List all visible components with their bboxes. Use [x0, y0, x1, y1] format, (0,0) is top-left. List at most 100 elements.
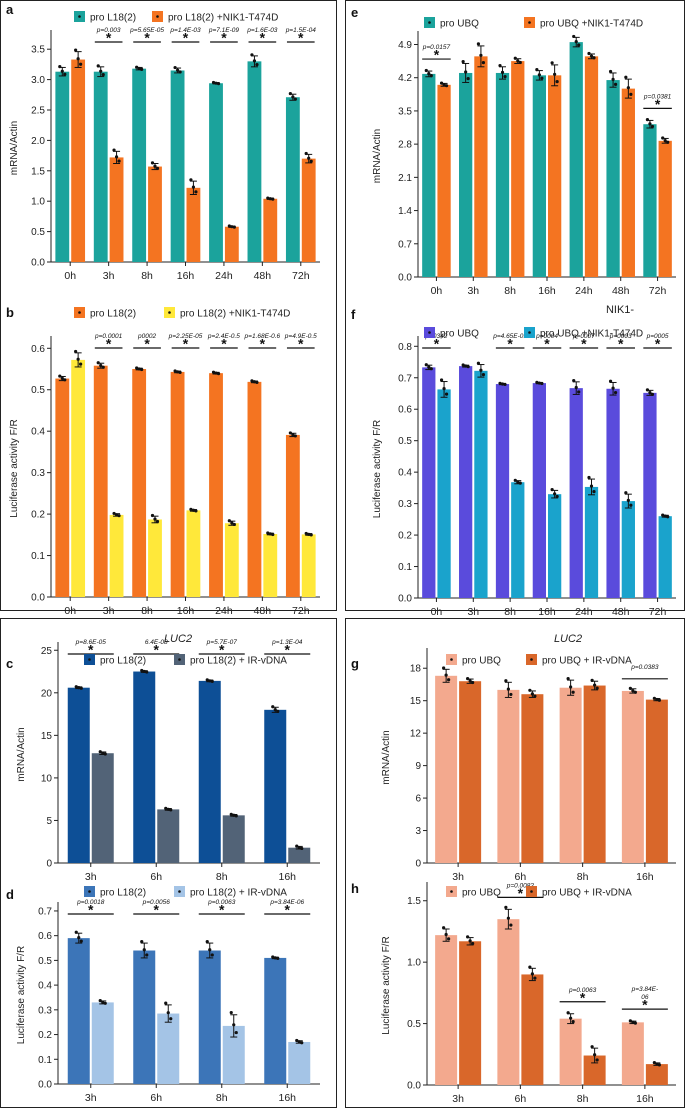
data-point-b — [96, 361, 100, 365]
data-point-e — [572, 34, 576, 39]
bar-g-1-2 — [583, 685, 606, 863]
x-tick-label-e: 16h — [538, 285, 556, 297]
data-point-h — [569, 1016, 573, 1020]
data-point-a — [227, 224, 231, 228]
data-point-d — [164, 1001, 168, 1005]
sig-star-c: * — [154, 642, 160, 658]
panel-label-d: d — [6, 887, 14, 902]
data-point-c — [98, 750, 102, 754]
sig-pvalue-f: p=0007 — [572, 333, 595, 340]
y-tick-label-a: 2.5 — [31, 106, 45, 117]
sig-star-a: * — [106, 30, 112, 46]
bar-a-1-5 — [263, 198, 278, 262]
sig-pvalue-c: p=8.6E-05 — [75, 639, 107, 646]
y-tick-label-b: 0.1 — [31, 551, 45, 562]
data-point-e — [500, 70, 505, 74]
data-point-b — [155, 519, 160, 524]
data-point-b — [137, 367, 141, 371]
data-point-b — [271, 532, 275, 537]
panel-label-g: g — [351, 656, 359, 671]
data-point-f — [555, 494, 559, 499]
bar-c-0-0 — [67, 687, 90, 863]
data-point-b — [227, 519, 231, 523]
x-tick-label-f: 48h — [612, 606, 630, 618]
data-point-f — [587, 475, 591, 480]
y-tick-label-e: 2.1 — [398, 173, 412, 184]
y-tick-label-d: 0.2 — [38, 1030, 52, 1041]
data-point-e — [503, 75, 507, 79]
data-point-g — [528, 688, 532, 692]
data-point-h — [533, 976, 537, 980]
x-tick-label-a: 8h — [141, 270, 153, 282]
x-tick-label-e: 8h — [504, 285, 516, 297]
data-point-a — [79, 62, 83, 66]
y-tick-label-f: 0.5 — [398, 436, 412, 447]
y-tick-label-d: 0.6 — [38, 931, 52, 942]
x-tick-label-e: 48h — [612, 285, 630, 297]
sig-pvalue-c: 6.4E-08 — [145, 639, 168, 646]
data-point-h — [633, 1021, 637, 1025]
x-tick-label-e: 24h — [575, 285, 593, 297]
data-point-c — [79, 686, 83, 690]
x-tick-label-b: 8h — [141, 605, 153, 617]
data-point-h — [657, 1063, 661, 1067]
data-point-e — [608, 69, 613, 74]
data-point-d — [276, 956, 280, 960]
frame-top-left — [0, 0, 337, 611]
data-point-f — [572, 378, 576, 383]
y-tick-label-e: 4.2 — [398, 73, 412, 84]
bar-a-0-4 — [209, 83, 223, 262]
data-point-c — [142, 669, 146, 674]
data-point-b — [194, 509, 198, 513]
data-point-f — [464, 364, 468, 368]
y-tick-label-e: 2.8 — [398, 140, 412, 151]
y-tick-label-f: 0.1 — [398, 562, 412, 573]
bar-b-0-3 — [170, 371, 185, 597]
data-point-b — [232, 522, 236, 527]
x-tick-label-a: 48h — [254, 270, 272, 282]
data-point-e — [661, 136, 665, 140]
sig-star-a: * — [221, 30, 227, 46]
legend-dot-e — [528, 21, 531, 24]
data-point-b — [79, 362, 83, 366]
y-tick-label-c: 15 — [41, 731, 53, 742]
y-tick-label-f: 0.7 — [398, 373, 412, 384]
bar-f-0-5 — [606, 388, 620, 598]
bar-h-1-3 — [645, 1064, 668, 1085]
data-point-g — [593, 683, 597, 687]
x-tick-label-b: 72h — [292, 605, 310, 617]
legend-dot-f — [428, 331, 431, 334]
bar-f-1-6 — [658, 516, 672, 598]
data-point-e — [439, 81, 444, 85]
data-point-e — [626, 86, 630, 90]
x-tick-label-d: 8h — [216, 1092, 228, 1104]
y-tick-label-a: 0.0 — [31, 258, 45, 269]
data-point-e — [613, 82, 618, 86]
data-point-f — [424, 363, 428, 367]
bar-c-1-3 — [288, 847, 311, 863]
data-point-a — [58, 64, 62, 69]
x-tick-label-f: 24h — [575, 606, 593, 618]
y-tick-label-f: 0.8 — [398, 342, 412, 353]
x-tick-label-a: 3h — [103, 270, 115, 282]
sig-star-d: * — [154, 902, 160, 918]
x-tick-label-a: 16h — [177, 270, 195, 282]
data-point-f — [516, 480, 520, 484]
bar-a-1-6 — [301, 158, 316, 262]
sig-star-a: * — [260, 30, 266, 46]
bar-d-0-3 — [264, 957, 287, 1084]
x-tick-label-e: 3h — [467, 285, 479, 297]
legend-dot-e — [428, 21, 431, 24]
data-point-b — [114, 513, 119, 517]
data-point-c — [164, 806, 168, 810]
data-point-b — [307, 532, 311, 536]
data-point-h — [571, 1020, 575, 1024]
data-point-e — [516, 59, 520, 63]
y-tick-label-a: 3.0 — [31, 75, 45, 86]
data-point-f — [663, 514, 667, 518]
data-point-b — [230, 521, 234, 525]
x-tick-label-f: 8h — [504, 606, 516, 618]
sig-pvalue-b: p=1.68E-0.6 — [244, 333, 281, 340]
data-point-e — [479, 53, 483, 57]
data-point-d — [145, 953, 149, 957]
